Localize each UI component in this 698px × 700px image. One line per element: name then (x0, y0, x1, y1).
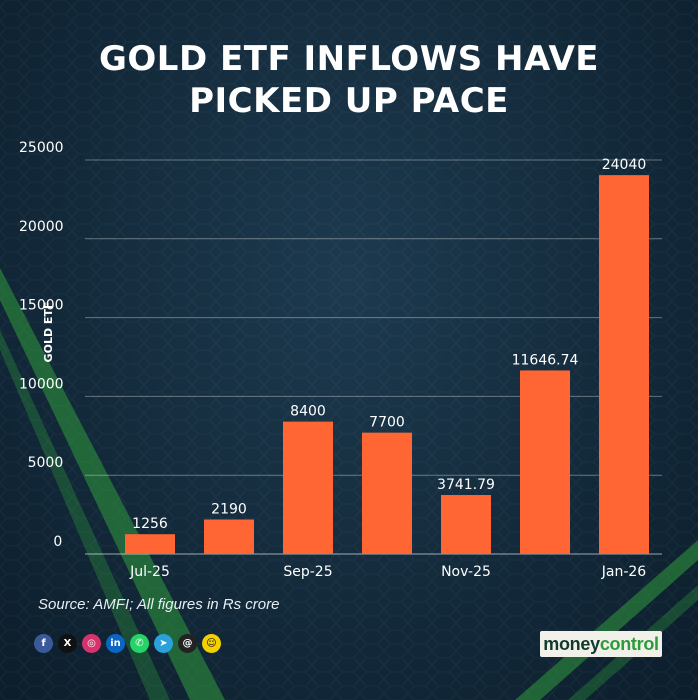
y-axis-label: GOLD ETF (42, 302, 55, 363)
bar (204, 519, 254, 554)
green-stripe-right (515, 540, 698, 700)
data-label: 3741.79 (437, 477, 495, 493)
y-tick-label: 10000 (19, 376, 64, 392)
data-label: 8400 (290, 404, 326, 420)
data-label: 7700 (369, 415, 405, 431)
y-tick-label: 15000 (19, 298, 64, 314)
y-tick-label: 25000 (19, 140, 64, 156)
chart-title-line2: PICKED UP PACE (189, 81, 509, 121)
bar (599, 175, 649, 555)
green-stripe-left (0, 268, 225, 700)
data-label: 24040 (602, 157, 647, 173)
y-tick-label: 20000 (19, 219, 64, 235)
social-icons: f X ◎ in ✆ ➤ @ ☺ (34, 634, 221, 653)
x-icon[interactable]: X (58, 634, 77, 653)
threads-icon[interactable]: @ (178, 634, 197, 653)
facebook-icon[interactable]: f (34, 634, 53, 653)
y-tick-label: 0 (53, 534, 62, 550)
bar (125, 534, 175, 554)
chart-title-line1: GOLD ETF INFLOWS HAVE (98, 39, 600, 79)
data-label: 1256 (132, 516, 168, 532)
x-tick-label: Nov-25 (441, 564, 491, 580)
instagram-icon[interactable]: ◎ (82, 634, 101, 653)
moneycontrol-logo: money control (540, 631, 662, 657)
telegram-icon[interactable]: ➤ (154, 634, 173, 653)
bar (283, 421, 333, 554)
x-tick-label: Jul-25 (129, 564, 170, 580)
snapchat-icon[interactable]: ☺ (202, 634, 221, 653)
linkedin-icon[interactable]: in (106, 634, 125, 653)
y-tick-label: 5000 (28, 455, 64, 471)
bar (441, 495, 491, 554)
data-label: 11646.74 (512, 352, 579, 368)
data-label: 2190 (211, 501, 247, 517)
bar (362, 432, 412, 554)
bar (520, 370, 570, 554)
x-tick-label: Jan-26 (601, 564, 647, 580)
source-note: Source: AMFI; All figures in Rs crore (38, 596, 280, 613)
whatsapp-icon[interactable]: ✆ (130, 634, 149, 653)
x-tick-label: Sep-25 (283, 564, 332, 580)
